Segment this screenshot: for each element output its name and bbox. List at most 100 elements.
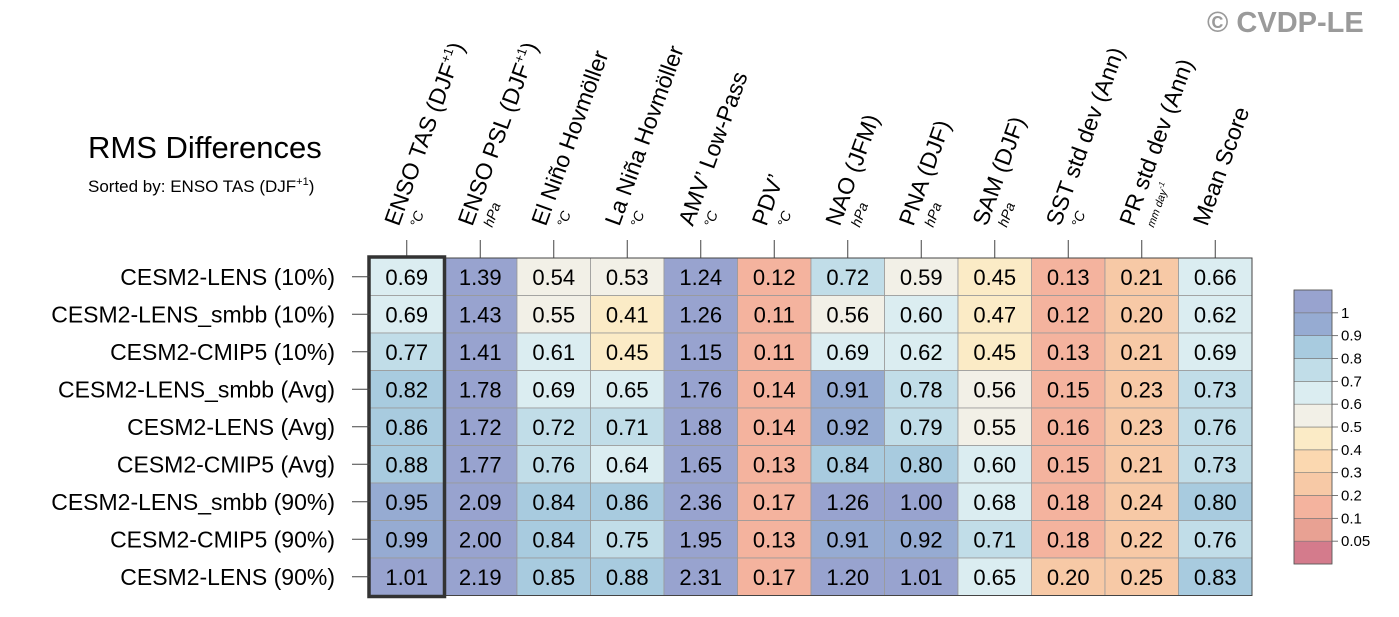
column-unit-text: °C: [407, 208, 428, 229]
cell-value: 0.91: [826, 527, 869, 552]
colorbar-swatch: [1293, 335, 1333, 359]
cell-value: 0.73: [1194, 377, 1237, 402]
cell-value: 0.84: [532, 490, 575, 515]
heatmap-cell: [369, 370, 444, 409]
colorbar-swatch: [1293, 381, 1333, 405]
heatmap-cell: [810, 332, 885, 371]
colorbar: 0.05 0.1 0.2 0.3 0.4 0.5 0.6 0.7 0.8 0.9 1: [1293, 289, 1370, 565]
cell-value: 0.82: [385, 377, 428, 402]
cell-value: 0.91: [826, 377, 869, 402]
column-unit: °C: [627, 208, 648, 229]
heatmap-cell: [1104, 407, 1179, 446]
column-unit: °C: [701, 208, 722, 229]
row-label: CESM2-LENS (10%): [120, 264, 335, 290]
cell-value: 0.78: [900, 377, 943, 402]
cell-value: 2.31: [679, 565, 722, 590]
cell-value: 0.12: [1047, 302, 1090, 327]
heatmap-cell: [590, 520, 665, 559]
colorbar-label: 0.1: [1341, 510, 1362, 527]
cell-value: 0.11: [754, 340, 795, 365]
cell-value: 0.11: [754, 302, 795, 327]
cell-value: 0.64: [606, 452, 649, 477]
heatmap-cell: [810, 482, 885, 521]
cell-value: 1.15: [679, 340, 722, 365]
cell-value: 0.60: [900, 302, 943, 327]
colorbar-label: 0.4: [1341, 442, 1362, 459]
heatmap-cell: [369, 520, 444, 559]
heatmap-cell: [1104, 332, 1179, 371]
row-label: CESM2-LENS (Avg): [127, 414, 335, 440]
column-unit-text: °C: [701, 208, 722, 229]
cell-value: 0.13: [1047, 340, 1090, 365]
cell-value: 0.62: [900, 340, 943, 365]
heatmap-cell: [737, 445, 812, 484]
heatmap-cell: [663, 407, 738, 446]
cell-value: 1.00: [900, 490, 943, 515]
colorbar-label: 0.8: [1341, 351, 1362, 368]
heatmap-cell: [957, 370, 1032, 409]
heatmap-cell: [1031, 332, 1106, 371]
watermark: © CVDP-LE: [1207, 7, 1364, 39]
colorbar-swatch: [1293, 540, 1333, 565]
cell-value: 2.36: [679, 490, 722, 515]
heatmap-cell: [884, 257, 959, 296]
cell-value: 0.15: [1047, 377, 1090, 402]
cell-value: 0.62: [1194, 302, 1237, 327]
cell-value: 0.41: [606, 302, 649, 327]
heatmap-cell: [443, 257, 518, 296]
heatmap-cell: [1178, 370, 1253, 409]
subtitle-superscript: +1: [296, 176, 309, 188]
heatmap-cell: [663, 520, 738, 559]
column-label: El Niño Hovmöller: [526, 47, 613, 229]
row-label: CESM2-LENS_smbb (90%): [51, 489, 335, 515]
cell-value: 0.66: [1194, 265, 1237, 290]
cell-value: 0.80: [900, 452, 943, 477]
column-label-text: SST std dev (Ann): [1041, 44, 1130, 229]
heatmap-cell: [590, 370, 665, 409]
cell-value: 0.72: [826, 265, 869, 290]
cell-value: 0.72: [532, 415, 575, 440]
colorbar-label: 0.3: [1341, 465, 1362, 482]
heatmap-cell: [884, 370, 959, 409]
cell-value: 0.95: [385, 490, 428, 515]
cell-value: 0.55: [532, 302, 575, 327]
heatmap-cell: [1178, 295, 1253, 334]
heatmap-cell: [590, 482, 665, 521]
colorbar-swatch: [1293, 358, 1333, 382]
colorbar-swatch: [1293, 449, 1333, 473]
cell-value: 0.75: [606, 527, 649, 552]
cell-value: 0.79: [900, 415, 943, 440]
row-label: CESM2-CMIP5 (10%): [110, 339, 335, 365]
cell-value: 1.65: [679, 452, 722, 477]
cell-value: 0.15: [1047, 452, 1090, 477]
heatmap-cell: [369, 407, 444, 446]
cell-value: 1.24: [679, 265, 722, 290]
heatmap-cell: [443, 295, 518, 334]
heatmap-cell: [957, 257, 1032, 296]
cell-value: 0.65: [973, 565, 1016, 590]
cell-value: 0.13: [753, 527, 796, 552]
column-unit: °C: [554, 208, 575, 229]
column-unit: °C: [1068, 208, 1089, 229]
cell-value: 0.99: [385, 527, 428, 552]
heatmap-cell: [1104, 482, 1179, 521]
cell-value: 1.26: [679, 302, 722, 327]
cell-value: 0.53: [606, 265, 649, 290]
heatmap-cell: [663, 445, 738, 484]
cell-value: 0.21: [1120, 340, 1163, 365]
column-unit: °C: [407, 208, 428, 229]
row-label: CESM2-LENS_smbb (10%): [51, 301, 335, 327]
cell-value: 0.86: [385, 415, 428, 440]
column-label-text: Mean Score: [1188, 103, 1255, 228]
cell-value: 0.20: [1047, 565, 1090, 590]
heatmap-cell: [957, 520, 1032, 559]
colorbar-label: 0.7: [1341, 373, 1362, 390]
column-label: SST std dev (Ann): [1041, 44, 1130, 229]
heatmap-cell: [1178, 257, 1253, 296]
cell-value: 0.88: [606, 565, 649, 590]
heatmap-cell: [1031, 482, 1106, 521]
cell-value: 0.69: [385, 302, 428, 327]
cell-value: 1.72: [459, 415, 502, 440]
heatmap-cell: [663, 482, 738, 521]
cell-value: 0.61: [532, 340, 575, 365]
